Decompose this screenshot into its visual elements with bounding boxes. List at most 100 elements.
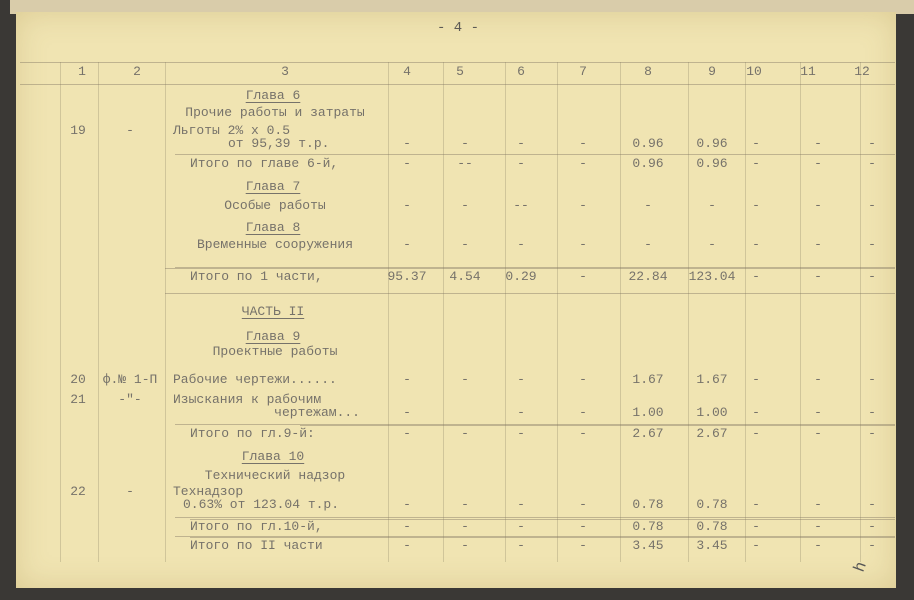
cell-value: - — [461, 372, 469, 387]
item-label: Льготы 2% х 0.5 — [173, 123, 291, 138]
cell-value: - — [814, 237, 822, 252]
cell-value: 0.29 — [505, 269, 537, 284]
cell-value: 1.00 — [632, 405, 664, 420]
document-page — [16, 12, 896, 588]
cell-value: - — [752, 519, 760, 534]
cell-value: - — [752, 237, 760, 252]
cell-value: - — [517, 497, 525, 512]
cell-value: - — [403, 198, 411, 213]
cell-value: - — [868, 198, 876, 213]
cell-value: 0.78 — [696, 519, 728, 534]
cell-value: - — [579, 497, 587, 512]
column-rule — [98, 62, 99, 562]
cell-value: - — [708, 198, 716, 213]
section-title: Технический надзор — [204, 468, 346, 483]
cell-value: - — [517, 136, 525, 151]
cell-value: - — [579, 426, 587, 441]
column-rule — [745, 62, 746, 562]
cell-value: - — [461, 497, 469, 512]
cell-value: 22.84 — [628, 269, 668, 284]
subtotal-label: Итого по гл.10-й, — [190, 519, 323, 534]
column-header: 6 — [517, 64, 525, 79]
cell-value: - — [579, 156, 587, 171]
cell-value: - — [517, 405, 525, 420]
page-number: - 4 - — [437, 20, 480, 36]
column-rule — [505, 62, 506, 562]
cell-value: 1.67 — [696, 372, 728, 387]
section-heading: Глава 6 — [245, 88, 301, 103]
cell-value: 0.96 — [696, 156, 728, 171]
cell-value: - — [814, 198, 822, 213]
column-header: 10 — [746, 64, 762, 79]
cell-value: - — [403, 405, 411, 420]
cell-value: - — [868, 136, 876, 151]
cell-value: 95.37 — [387, 269, 427, 284]
cell-value: - — [579, 136, 587, 151]
cell-value: - — [868, 237, 876, 252]
item-label-continued: чертежам... — [274, 405, 360, 420]
cell-value: - — [752, 426, 760, 441]
column-rule — [557, 62, 558, 562]
item-label-continued: 0.63% от 123.04 т.р. — [183, 497, 340, 512]
row-rule — [175, 536, 895, 537]
cell-value: - — [814, 136, 822, 151]
cell-value: -- — [457, 156, 473, 171]
row-rule — [165, 268, 895, 269]
cell-value: - — [579, 237, 587, 252]
column-rule — [860, 62, 861, 562]
cell-value: - — [579, 519, 587, 534]
column-rule — [620, 62, 621, 562]
column-header: 2 — [133, 64, 141, 79]
row-rule — [20, 84, 895, 85]
column-header: 9 — [708, 64, 716, 79]
row-rule — [175, 517, 895, 518]
section-heading: Глава 10 — [241, 449, 305, 464]
cell-value: 0.78 — [696, 497, 728, 512]
cell-value: 4.54 — [449, 269, 481, 284]
cell-value: - — [579, 405, 587, 420]
row-rule — [300, 425, 895, 426]
cell-value: 0.78 — [632, 519, 664, 534]
section-title: Особые работы — [224, 198, 326, 213]
cell-value: - — [814, 269, 822, 284]
cell-value: - — [868, 497, 876, 512]
cell-value: 3.45 — [696, 538, 728, 553]
cell-value: - — [814, 538, 822, 553]
cell-value: - — [868, 519, 876, 534]
item-label: Технадзор — [173, 484, 244, 499]
cell-value: 3.45 — [632, 538, 664, 553]
row-rule — [190, 519, 895, 520]
cell-value: 0.96 — [696, 136, 728, 151]
cell-value: - — [461, 426, 469, 441]
cell-value: - — [461, 237, 469, 252]
column-rule — [388, 62, 389, 562]
cell-value: - — [752, 497, 760, 512]
item-number: 22 — [70, 484, 86, 499]
cell-value: 0.96 — [632, 156, 664, 171]
cell-value: - — [517, 538, 525, 553]
cell-value: - — [868, 269, 876, 284]
cell-value: - — [644, 198, 652, 213]
cell-value: - — [579, 198, 587, 213]
section-heading: Глава 7 — [245, 179, 301, 194]
cell-value: - — [461, 519, 469, 534]
cell-value: - — [814, 497, 822, 512]
subtotal-label: Итого по гл.9-й: — [190, 426, 315, 441]
cell-value: - — [403, 426, 411, 441]
row-rule — [165, 293, 895, 294]
column-rule — [800, 62, 801, 562]
cell-value: - — [517, 372, 525, 387]
cell-value: - — [752, 156, 760, 171]
cell-value: - — [517, 426, 525, 441]
item-label: Изыскания к рабочим — [173, 392, 322, 407]
cell-value: - — [814, 156, 822, 171]
column-header: 8 — [644, 64, 652, 79]
cell-value: - — [752, 136, 760, 151]
subtotal-label: Итого по главе 6-й, — [190, 156, 339, 171]
subtotal-label: Итого по 1 части, — [190, 269, 323, 284]
section-title: Проектные работы — [212, 344, 338, 359]
cell-value: - — [868, 405, 876, 420]
cell-value: - — [708, 237, 716, 252]
column-header: 4 — [403, 64, 411, 79]
column-header: 3 — [281, 64, 289, 79]
